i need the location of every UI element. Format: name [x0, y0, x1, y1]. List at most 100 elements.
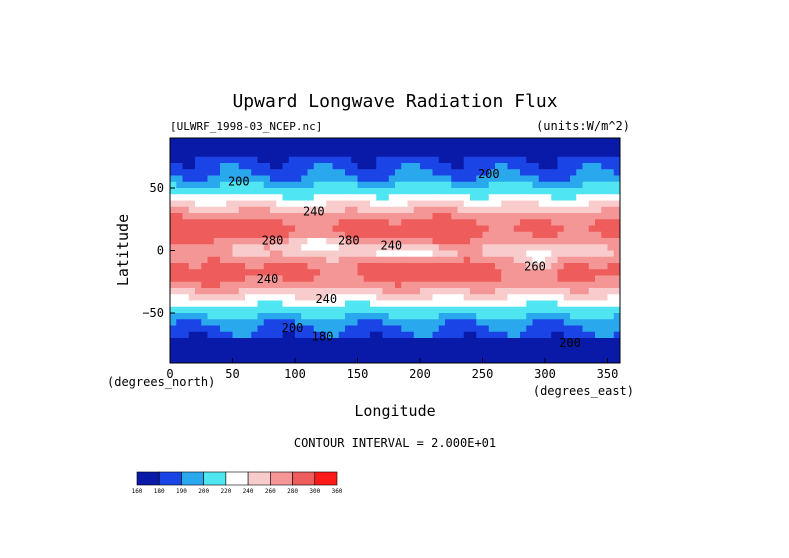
heatmap-cell-2347 [438, 338, 446, 345]
heatmap-cell-2500 [495, 350, 502, 358]
heatmap-cell-2501 [501, 350, 508, 358]
heatmap-cell-2419 [438, 344, 446, 351]
heatmap-cell-1242 [282, 244, 290, 251]
heatmap-cell-215 [613, 150, 621, 158]
heatmap-cell-1949 [201, 306, 208, 314]
heatmap-cell-1152 [170, 238, 177, 245]
heatmap-cell-1975 [363, 306, 371, 314]
heatmap-cell-2381 [201, 344, 208, 351]
heatmap-cell-1607 [313, 275, 321, 283]
heatmap-cell-1974 [357, 306, 365, 314]
heatmap-cell-1669 [251, 281, 258, 289]
heatmap-cell-795 [188, 206, 196, 214]
heatmap-cell-411 [488, 169, 496, 176]
heatmap-cell-1266 [432, 244, 440, 251]
heatmap-cell-2217 [526, 325, 533, 333]
heatmap-cell-2003 [538, 306, 546, 314]
heatmap-cell-790 [607, 200, 615, 208]
heatmap-cell-596 [295, 188, 302, 195]
heatmap-cell-1773 [451, 288, 458, 295]
heatmap-cell-416 [520, 169, 527, 176]
heatmap-cell-875 [238, 213, 246, 220]
heatmap-cell-648 [170, 194, 177, 201]
heatmap-cell-447 [263, 175, 271, 183]
heatmap-cell-1679 [313, 281, 321, 289]
heatmap-cell-952 [270, 219, 277, 226]
heatmap-cell-2561 [426, 356, 433, 364]
heatmap-cell-1557 [451, 269, 458, 276]
heatmap-cell-2444 [595, 344, 602, 351]
heatmap-cell-1325 [351, 250, 358, 258]
heatmap-cell-314 [332, 163, 340, 170]
heatmap-cell-1731 [188, 288, 196, 295]
heatmap-cell-1936 [570, 300, 577, 308]
heatmap-cell-1632 [470, 275, 477, 283]
heatmap-cell-2059 [438, 313, 446, 320]
heatmap-cell-1161 [226, 238, 233, 245]
heatmap-cell-1580 [595, 269, 602, 276]
heatmap-cell-642 [582, 188, 590, 195]
heatmap-cell-1956 [245, 306, 252, 314]
heatmap-cell-2589 [601, 356, 608, 364]
heatmap-cell-2207 [463, 325, 471, 333]
heatmap-cell-1005 [601, 219, 608, 226]
heatmap-cell-1171 [288, 238, 296, 245]
heatmap-cell-539 [388, 181, 396, 189]
heatmap-cell-976 [420, 219, 427, 226]
heatmap-cell-1304 [220, 250, 227, 258]
heatmap-cell-1201 [476, 238, 483, 245]
heatmap-cell-1071 [563, 225, 571, 233]
heatmap-cell-1241 [276, 244, 283, 251]
heatmap-cell-98 [332, 144, 340, 151]
heatmap-cell-2147 [538, 319, 546, 326]
heatmap-cell-1852 [495, 294, 502, 301]
dataset-label: [ULWRF_1998-03_NCEP.nc] [170, 120, 322, 133]
heatmap-cell-2025 [226, 313, 233, 320]
heatmap-cell-2284 [495, 331, 502, 339]
heatmap-cell-1885 [251, 300, 258, 308]
heatmap-cell-2570 [482, 356, 490, 364]
heatmap-cell-2164 [195, 325, 202, 333]
heatmap-cell-859 [588, 206, 596, 214]
heatmap-cell-1293 [601, 244, 608, 251]
heatmap-cell-1735 [213, 288, 221, 295]
heatmap-cell-545 [426, 181, 433, 189]
heatmap-cell-2462 [257, 350, 265, 358]
heatmap-cell-1749 [301, 288, 308, 295]
heatmap-cell-2309 [201, 338, 208, 345]
heatmap-cell-826 [382, 206, 390, 214]
heatmap-cell-1898 [332, 300, 340, 308]
contour-label-2: 240 [303, 205, 325, 219]
heatmap-cell-1508 [595, 263, 602, 270]
heatmap-cell-796 [195, 206, 202, 214]
heatmap-cell-1899 [338, 300, 346, 308]
heatmap-cell-1353 [526, 250, 533, 258]
heatmap-cell-1338 [432, 250, 440, 258]
heatmap-cell-74 [182, 144, 190, 151]
heatmap-cell-1346 [482, 250, 490, 258]
heatmap-cell-2304 [170, 338, 177, 345]
heatmap-cell-360 [170, 169, 177, 176]
heatmap-cell-1634 [482, 275, 490, 283]
heatmap-cell-1785 [526, 288, 533, 295]
heatmap-cell-2578 [532, 356, 540, 364]
heatmap-cell-2493 [451, 350, 458, 358]
heatmap-cell-28 [345, 138, 352, 145]
heatmap-cell-1823 [313, 294, 321, 301]
heatmap-cell-2583 [563, 356, 571, 364]
heatmap-cell-906 [432, 213, 440, 220]
heatmap-cell-2495 [463, 350, 471, 358]
heatmap-cell-1492 [495, 263, 502, 270]
heatmap-cell-775 [513, 200, 521, 208]
heatmap-cell-1031 [313, 225, 321, 233]
heatmap-cell-1025 [276, 225, 283, 233]
heatmap-cell-968 [370, 219, 377, 226]
heatmap-cell-167 [313, 150, 321, 158]
heatmap-cell-2473 [326, 350, 333, 358]
heatmap-cell-460 [345, 175, 352, 183]
heatmap-cell-144 [170, 150, 177, 158]
heatmap-cell-1943 [613, 300, 621, 308]
heatmap-cell-163 [288, 150, 296, 158]
heatmap-cell-2543 [313, 356, 321, 364]
heatmap-cell-800 [220, 206, 227, 214]
